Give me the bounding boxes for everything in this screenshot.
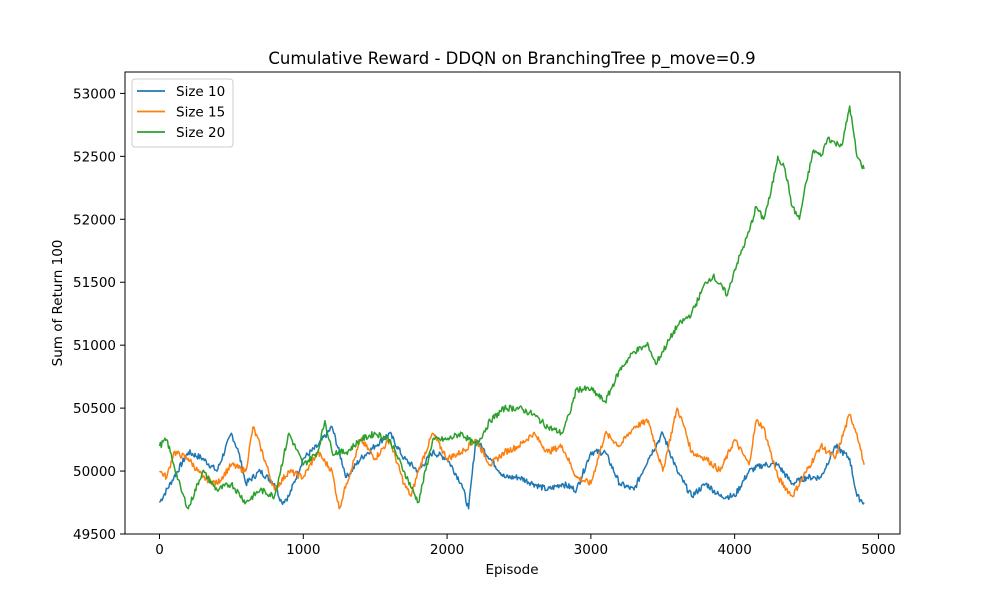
x-tick-label: 5000 — [861, 542, 895, 558]
y-tick-label: 50000 — [73, 464, 116, 480]
x-tick-label: 0 — [155, 542, 164, 558]
y-tick-label: 49500 — [73, 527, 116, 543]
y-tick-label: 53000 — [73, 86, 116, 102]
legend-label: Size 10 — [176, 84, 225, 100]
x-tick-label: 1000 — [286, 542, 320, 558]
x-axis: 0 1000 2000 3000 4000 5000 — [155, 534, 896, 558]
y-axis-label: Sum of Return 100 — [50, 240, 66, 367]
plot-area-frame — [124, 71, 901, 535]
x-axis-label: Episode — [485, 562, 538, 578]
x-tick-label: 4000 — [717, 542, 751, 558]
x-tick-label: 3000 — [574, 542, 608, 558]
legend: Size 10 Size 15 Size 20 — [131, 78, 234, 148]
y-axis: 49500 50000 50500 51000 51500 52000 52500 53000 — [73, 86, 125, 543]
series-line-size-10 — [158, 425, 865, 510]
chart-title: Cumulative Reward - DDQN on BranchingTre… — [268, 49, 755, 69]
x-tick-label: 2000 — [430, 542, 464, 558]
series-layer — [158, 105, 865, 510]
legend-label: Size 20 — [176, 125, 225, 141]
y-tick-label: 51000 — [73, 338, 116, 354]
y-tick-label: 52500 — [73, 149, 116, 165]
legend-label: Size 15 — [176, 105, 225, 121]
legend-box — [131, 78, 234, 148]
y-tick-label: 50500 — [73, 401, 116, 417]
y-tick-label: 51500 — [73, 275, 116, 291]
series-line-size-20 — [158, 105, 865, 510]
y-tick-label: 52000 — [73, 212, 116, 228]
